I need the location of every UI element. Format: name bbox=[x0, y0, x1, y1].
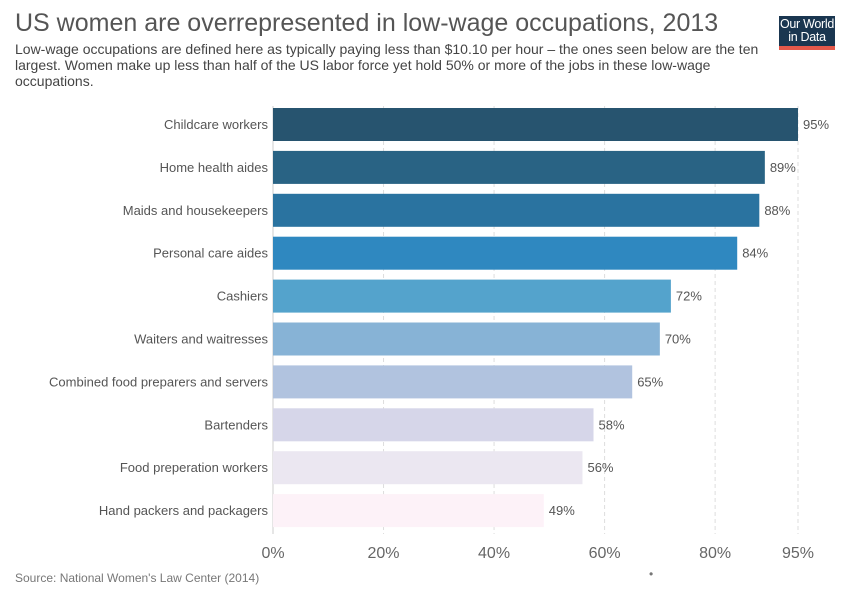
bar-4[interactable] bbox=[273, 280, 671, 313]
value-label-8: 56% bbox=[587, 460, 613, 475]
value-label-5: 70% bbox=[665, 332, 691, 347]
category-label-8: Food preperation workers bbox=[120, 460, 269, 475]
bar-2[interactable] bbox=[273, 194, 759, 227]
x-tick-label-3: 60% bbox=[589, 545, 621, 562]
category-label-7: Bartenders bbox=[204, 417, 268, 432]
bar-5[interactable] bbox=[273, 323, 660, 356]
value-label-2: 88% bbox=[764, 203, 790, 218]
bar-7[interactable] bbox=[273, 408, 594, 441]
category-label-9: Hand packers and packagers bbox=[99, 503, 269, 518]
category-label-2: Maids and housekeepers bbox=[123, 203, 269, 218]
x-tick-label-1: 20% bbox=[368, 545, 400, 562]
x-tick-label-2: 40% bbox=[478, 545, 510, 562]
category-label-0: Childcare workers bbox=[164, 117, 269, 132]
x-axis-ticks: 0% 20% 40% 60% 80% 95% bbox=[261, 545, 814, 562]
category-label-5: Waiters and waitresses bbox=[134, 332, 268, 347]
bar-3[interactable] bbox=[273, 237, 737, 270]
category-label-3: Personal care aides bbox=[153, 246, 268, 261]
category-labels: Childcare workers Home health aides Maids … bbox=[49, 117, 268, 518]
bar-1[interactable] bbox=[273, 151, 765, 184]
value-label-6: 65% bbox=[637, 374, 663, 389]
value-label-7: 58% bbox=[599, 417, 625, 432]
bars bbox=[273, 108, 798, 527]
x-tick-label-0: 0% bbox=[261, 545, 284, 562]
bar-0[interactable] bbox=[273, 108, 798, 141]
category-label-6: Combined food preparers and servers bbox=[49, 374, 268, 389]
category-label-1: Home health aides bbox=[160, 160, 269, 175]
bullet-dot: • bbox=[649, 567, 653, 581]
bar-9[interactable] bbox=[273, 494, 544, 527]
value-label-9: 49% bbox=[549, 503, 575, 518]
value-label-3: 84% bbox=[742, 246, 768, 261]
source-note[interactable]: Source: National Women's Law Center (201… bbox=[15, 571, 259, 585]
category-label-4: Cashiers bbox=[217, 289, 269, 304]
value-label-1: 89% bbox=[770, 160, 796, 175]
bar-8[interactable] bbox=[273, 451, 582, 484]
x-tick-label-4: 80% bbox=[699, 545, 731, 562]
x-tick-label-5: 95% bbox=[782, 545, 814, 562]
value-label-0: 95% bbox=[803, 117, 829, 132]
bar-6[interactable] bbox=[273, 365, 632, 398]
value-label-4: 72% bbox=[676, 289, 702, 304]
